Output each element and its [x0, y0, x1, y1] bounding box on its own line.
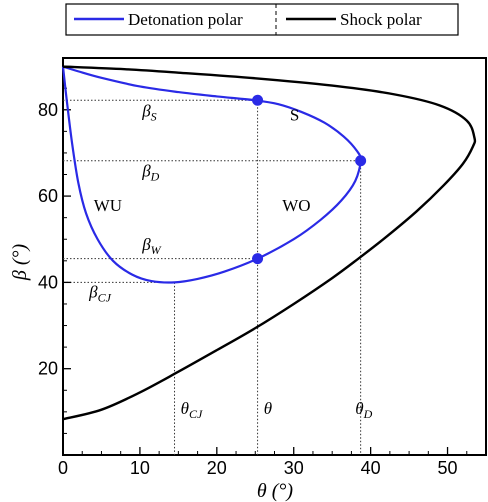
annotation-label: θD	[355, 399, 372, 421]
y-tick-label: 60	[38, 186, 58, 206]
y-tick-label: 80	[38, 100, 58, 120]
series-lines	[61, 65, 477, 421]
point-markers	[252, 94, 367, 265]
detonation-polar-line	[61, 65, 362, 284]
point-marker	[252, 253, 264, 265]
annotation-label: βCJ	[88, 282, 111, 304]
legend-label-shock: Shock polar	[340, 10, 422, 29]
annotation-label: θ	[264, 399, 272, 418]
shock-polar-line	[62, 65, 477, 421]
y-axis-label: β (°)	[9, 244, 31, 282]
annotation-label: WU	[94, 196, 122, 215]
x-tick-label: 40	[361, 458, 381, 478]
x-tick-label: 0	[58, 458, 68, 478]
y-tick-label: 40	[38, 272, 58, 292]
x-tick-label: 30	[284, 458, 304, 478]
legend-box	[65, 3, 459, 36]
annotation-label: βW	[141, 235, 161, 257]
annotation-label: WO	[282, 196, 310, 215]
annotations: βS SβD WU WO βW βCJ θCJ θ θD	[88, 101, 372, 421]
y-tick-label: 20	[38, 359, 58, 379]
annotation-label: βD	[141, 162, 159, 184]
plot-frame	[62, 57, 487, 456]
guide-lines	[63, 99, 362, 455]
annotation-label: θCJ	[181, 399, 203, 421]
legend: Detonation polar Shock polar	[65, 3, 459, 36]
x-tick-label: 10	[130, 458, 150, 478]
x-axis-label: θ (°)	[257, 480, 293, 502]
point-marker	[355, 155, 367, 167]
legend-label-detonation: Detonation polar	[128, 10, 243, 29]
axis-ticks: 0 10 20 30 40 50 20 40 60 80	[38, 66, 487, 478]
annotation-label: S	[290, 106, 299, 125]
x-tick-label: 20	[207, 458, 227, 478]
point-marker	[252, 94, 264, 106]
x-tick-label: 50	[438, 458, 458, 478]
annotation-label: βS	[141, 101, 156, 123]
